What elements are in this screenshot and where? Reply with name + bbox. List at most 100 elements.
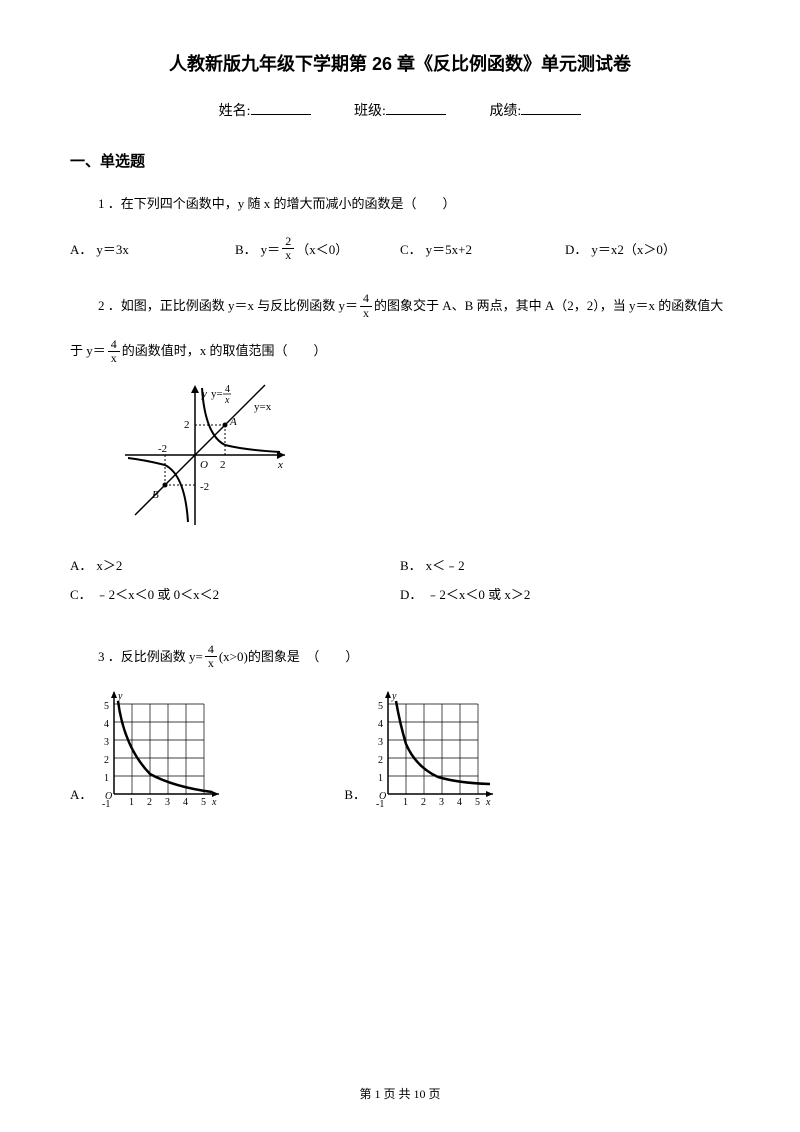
- svg-text:2: 2: [220, 459, 226, 471]
- opt-text: ﹣2＜x＜0 或 x＞2: [426, 584, 530, 603]
- svg-text:y=: y=: [211, 388, 223, 400]
- page-footer: 第 1 页 共 10 页: [0, 1085, 800, 1102]
- svg-text:1: 1: [378, 773, 383, 784]
- name-blank: [251, 114, 311, 115]
- svg-text:A: A: [229, 416, 237, 428]
- svg-text:4: 4: [225, 384, 230, 395]
- opt-label: A．: [70, 239, 92, 258]
- svg-text:1: 1: [129, 797, 134, 808]
- opt-label: A．: [70, 555, 92, 574]
- svg-text:2: 2: [421, 797, 426, 808]
- svg-text:B: B: [152, 489, 159, 501]
- svg-text:x: x: [277, 459, 283, 471]
- q2-graph-svg: y y= 4 x y=x x O 2 2 -2 -2 A B: [120, 380, 295, 530]
- svg-text:-2: -2: [158, 443, 167, 455]
- svg-text:5: 5: [104, 701, 109, 712]
- opt-text: x＞2: [96, 555, 122, 574]
- info-line: 姓名: 班级: 成绩:: [70, 100, 730, 120]
- frac-num: 4: [205, 643, 217, 657]
- frac-num: 4: [108, 338, 120, 352]
- q2-opt-d: D． ﹣2＜x＜0 或 x＞2: [400, 584, 730, 603]
- q3-opt-b: B． y x O 5 4 3 2 1 1 2 3: [344, 689, 498, 809]
- svg-text:4: 4: [457, 797, 462, 808]
- q3-options: A． y x O 5 4 3 2 1 1 2 3: [70, 689, 730, 809]
- svg-text:4: 4: [104, 719, 109, 730]
- q2-cont-pre: 于 y＝: [70, 338, 106, 364]
- section-header: 一、单选题: [70, 150, 730, 171]
- svg-text:O: O: [200, 459, 208, 471]
- svg-text:2: 2: [147, 797, 152, 808]
- q3-text-post: (x>0)的图象是 （ ）: [219, 644, 359, 670]
- svg-text:5: 5: [475, 797, 480, 808]
- q3-graph-b-svg: y x O 5 4 3 2 1 1 2 3 4 5 -1: [368, 689, 498, 809]
- score-label: 成绩:: [489, 104, 521, 119]
- fraction: 4 x: [205, 643, 217, 670]
- q2-cont-post: 的函数值时，x 的取值范围（ ）: [122, 338, 327, 364]
- opt-label: C．: [70, 584, 92, 603]
- q1-opt-c: C． y＝5x+2: [400, 235, 565, 262]
- svg-text:x: x: [211, 797, 217, 808]
- q1-opt-d: D． y＝x2（x＞0）: [565, 235, 730, 262]
- class-label: 班级:: [354, 104, 386, 119]
- q2-text-post: 的图象交于 A、B 两点，其中 A（2，2），当 y＝x 的函数值大: [374, 293, 723, 319]
- opt-text-post: （x＜0）: [296, 239, 348, 258]
- q2-opt-b: B． x＜﹣2: [400, 555, 730, 574]
- opt-label: B．: [235, 239, 257, 258]
- svg-text:4: 4: [378, 719, 383, 730]
- frac-den: x: [108, 352, 120, 365]
- opt-label: D．: [565, 239, 587, 258]
- svg-text:y: y: [391, 691, 397, 702]
- opt-text: x＜﹣2: [426, 555, 465, 574]
- svg-text:y=x: y=x: [254, 401, 272, 413]
- svg-text:x: x: [485, 797, 491, 808]
- opt-text: y＝x2（x＞0）: [591, 239, 676, 258]
- svg-text:3: 3: [104, 737, 109, 748]
- svg-text:-1: -1: [102, 799, 110, 809]
- q2-cont: 于 y＝ 4 x 的函数值时，x 的取值范围（ ）: [70, 338, 730, 365]
- opt-label: A．: [70, 784, 92, 803]
- q3-text-pre: 3 ．反比例函数 y=: [98, 644, 203, 670]
- q2-options: A． x＞2 B． x＜﹣2 C． ﹣2＜x＜0 或 0＜x＜2 D． ﹣2＜x…: [70, 555, 730, 613]
- frac-den: x: [205, 657, 217, 670]
- fraction: 4 x: [108, 338, 120, 365]
- svg-text:-2: -2: [200, 481, 209, 493]
- q2-graph: y y= 4 x y=x x O 2 2 -2 -2 A B: [120, 380, 730, 535]
- svg-text:y: y: [117, 691, 123, 702]
- score-blank: [521, 114, 581, 115]
- opt-text: ﹣2＜x＜0 或 0＜x＜2: [96, 584, 220, 603]
- svg-text:3: 3: [439, 797, 444, 808]
- q1-opt-b: B． y＝ 2 x （x＜0）: [235, 235, 400, 262]
- name-label: 姓名:: [219, 104, 251, 119]
- opt-label: B．: [344, 784, 366, 803]
- opt-text-pre: y＝: [261, 239, 281, 258]
- svg-text:1: 1: [403, 797, 408, 808]
- svg-text:2: 2: [104, 755, 109, 766]
- svg-text:5: 5: [378, 701, 383, 712]
- svg-text:x: x: [224, 395, 230, 406]
- svg-text:3: 3: [378, 737, 383, 748]
- svg-text:4: 4: [183, 797, 188, 808]
- fraction: 4 x: [360, 292, 372, 319]
- svg-text:5: 5: [201, 797, 206, 808]
- q3-graph-a-svg: y x O 5 4 3 2 1 1 2 3 4 5 -1: [94, 689, 224, 809]
- q2-opt-c: C． ﹣2＜x＜0 或 0＜x＜2: [70, 584, 400, 603]
- q1-opt-a: A． y＝3x: [70, 235, 235, 262]
- fraction: 2 x: [282, 235, 294, 262]
- q1-options: A． y＝3x B． y＝ 2 x （x＜0） C． y＝5x+2 D． y＝x…: [70, 235, 730, 262]
- frac-den: x: [282, 249, 294, 262]
- q2-text-pre: 2 ．如图，正比例函数 y＝x 与反比例函数 y＝: [98, 293, 358, 319]
- opt-text: y＝5x+2: [426, 239, 472, 258]
- frac-num: 2: [282, 235, 294, 249]
- opt-text: y＝3x: [96, 239, 129, 258]
- q3-opt-a: A． y x O 5 4 3 2 1 1 2 3: [70, 689, 224, 809]
- opt-label: D．: [400, 584, 422, 603]
- page-title: 人教新版九年级下学期第 26 章《反比例函数》单元测试卷: [70, 50, 730, 76]
- svg-text:2: 2: [184, 419, 190, 431]
- q2-text: 2 ．如图，正比例函数 y＝x 与反比例函数 y＝ 4 x 的图象交于 A、B …: [70, 292, 730, 319]
- opt-label: B．: [400, 555, 422, 574]
- svg-text:3: 3: [165, 797, 170, 808]
- frac-den: x: [360, 307, 372, 320]
- frac-num: 4: [360, 292, 372, 306]
- opt-label: C．: [400, 239, 422, 258]
- svg-text:-1: -1: [376, 799, 384, 809]
